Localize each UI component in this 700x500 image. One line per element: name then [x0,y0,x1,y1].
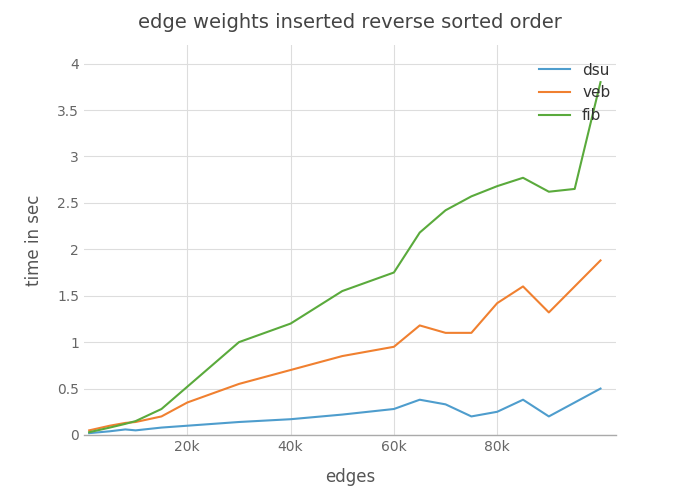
dsu [442,402,450,407]
fib [158,406,166,412]
dsu [286,416,295,422]
veb [545,310,553,316]
dsu [596,386,605,392]
fib [570,186,579,192]
dsu [493,409,501,415]
veb [442,330,450,336]
fib [545,188,553,194]
fib [596,79,605,85]
fib [106,424,114,430]
dsu [338,412,346,418]
veb [338,353,346,359]
veb [467,330,475,336]
veb [519,284,527,290]
dsu [121,426,130,432]
veb [286,367,295,373]
dsu [545,414,553,420]
dsu [416,396,424,402]
veb [85,428,93,434]
dsu [234,419,243,425]
Title: edge weights inserted reverse sorted order: edge weights inserted reverse sorted ord… [138,14,562,32]
Line: fib: fib [89,82,601,432]
fib [338,288,346,294]
fib [519,175,527,181]
fib [390,270,398,276]
Legend: dsu, veb, fib: dsu, veb, fib [533,56,617,129]
veb [390,344,398,350]
fib [416,230,424,235]
veb [416,322,424,328]
dsu [132,428,140,434]
fib [85,429,93,435]
fib [183,384,192,390]
veb [158,414,166,420]
fib [467,194,475,200]
fib [442,208,450,214]
dsu [570,400,579,406]
veb [596,258,605,264]
fib [121,421,130,427]
veb [493,300,501,306]
fib [286,320,295,326]
dsu [519,396,527,402]
veb [132,419,140,425]
dsu [183,422,192,428]
veb [234,381,243,387]
dsu [467,414,475,420]
veb [570,284,579,290]
veb [121,420,130,426]
fib [132,418,140,424]
Line: dsu: dsu [89,388,601,433]
X-axis label: edges: edges [325,468,375,486]
veb [106,422,114,428]
dsu [390,406,398,412]
Line: veb: veb [89,260,601,430]
dsu [158,424,166,430]
Y-axis label: time in sec: time in sec [25,194,43,286]
dsu [85,430,93,436]
veb [183,400,192,406]
fib [493,183,501,189]
fib [234,339,243,345]
dsu [106,428,114,434]
